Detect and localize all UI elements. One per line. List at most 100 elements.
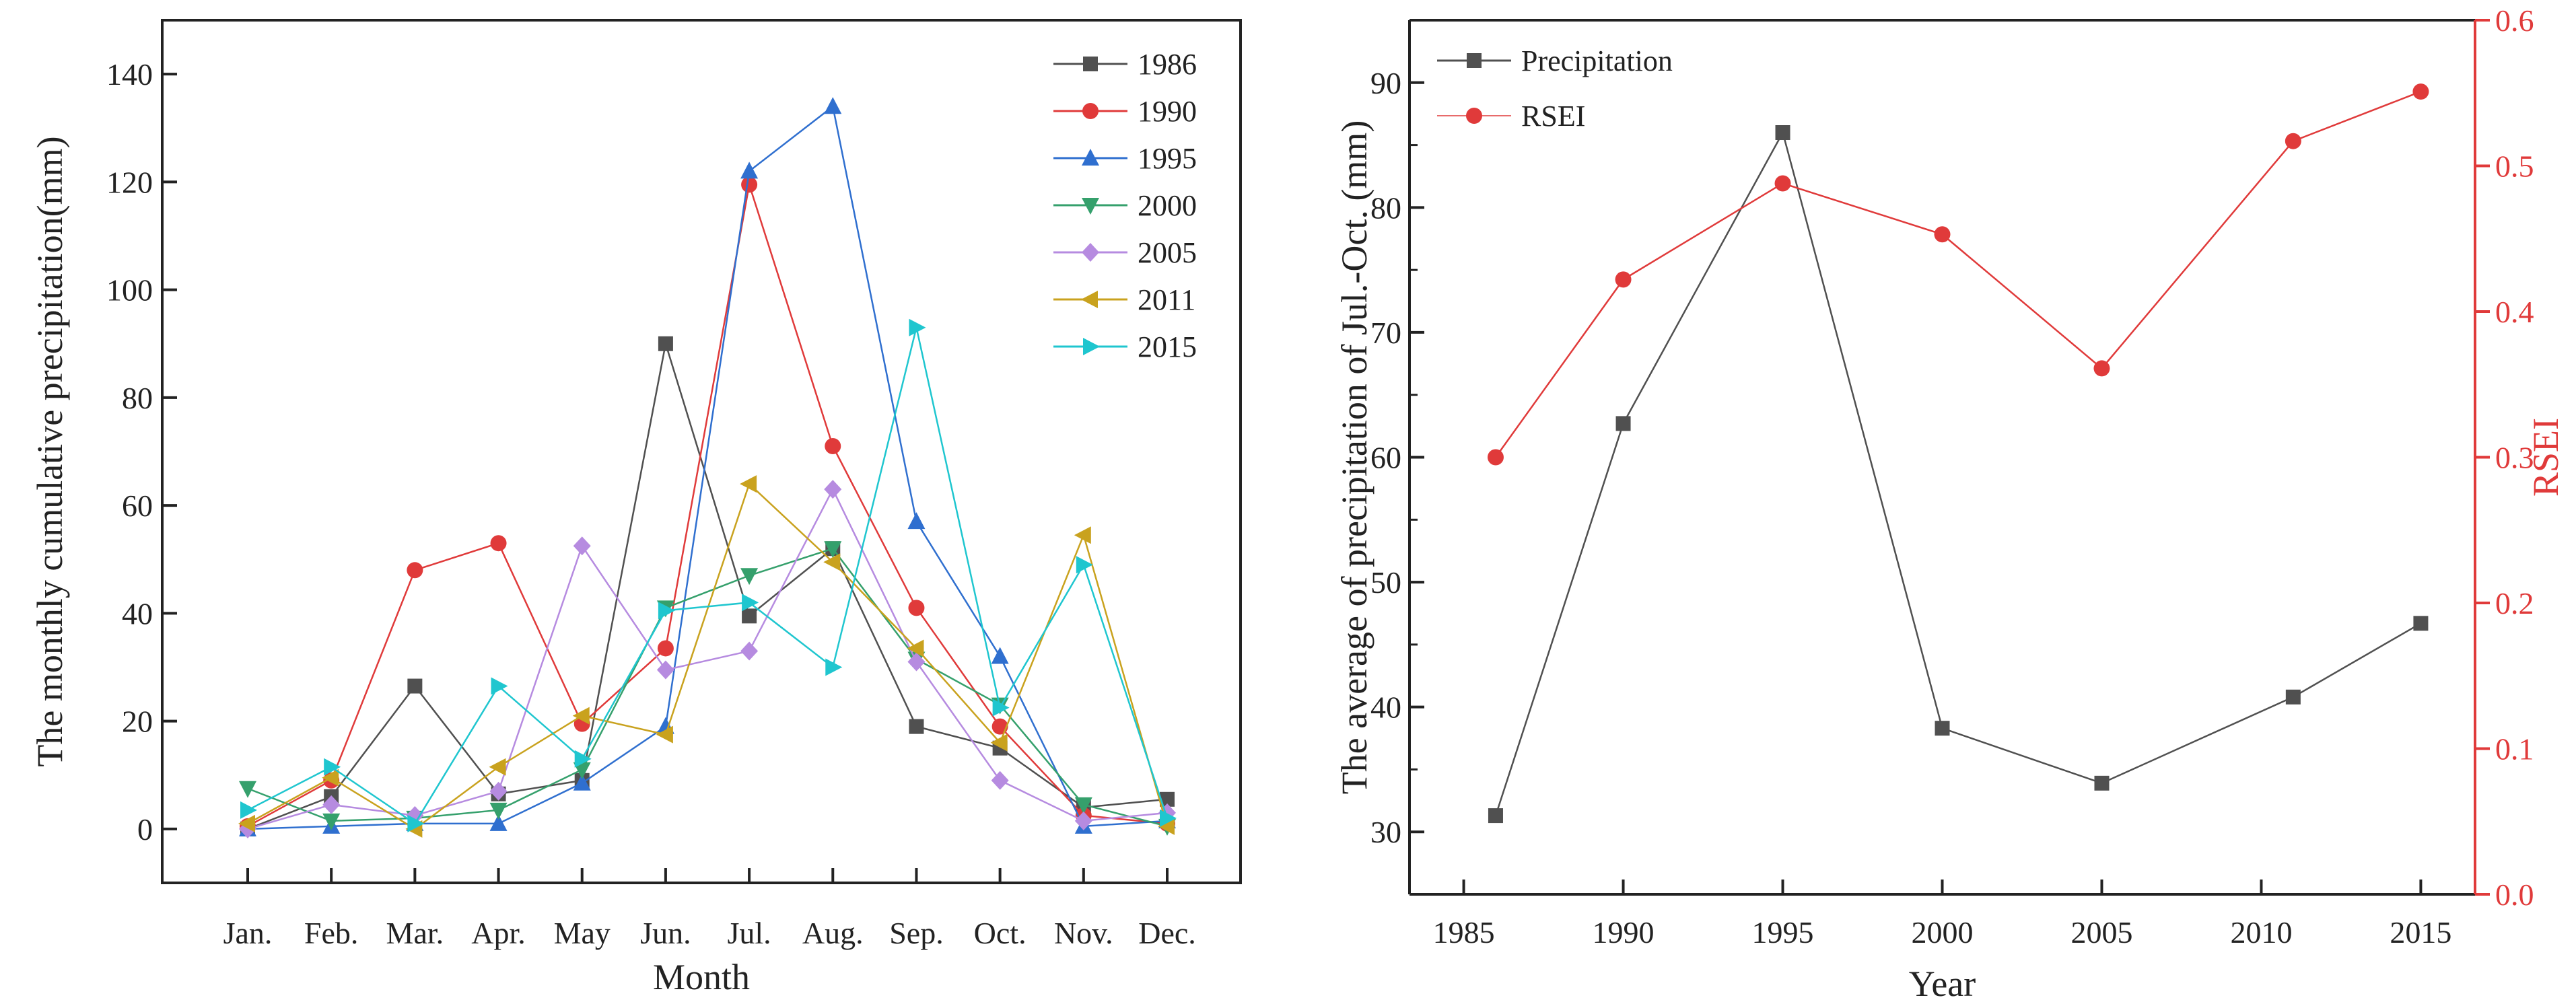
legend-marker-2005 xyxy=(1082,243,1099,262)
data-point-2005 xyxy=(573,536,591,556)
legend-label: RSEI xyxy=(1521,100,1585,133)
y2-tick-label: 0.2 xyxy=(2495,586,2534,620)
data-point-2015 xyxy=(491,677,508,695)
x-axis-label: Year xyxy=(1909,964,1976,1004)
y-tick-label: 90 xyxy=(1370,66,1401,100)
data-point-2000 xyxy=(322,813,341,830)
data-point-1986 xyxy=(742,608,757,624)
series-line-2015 xyxy=(247,327,1169,825)
x-tick-label: Feb. xyxy=(304,916,359,950)
series-line-2011 xyxy=(247,482,1169,830)
data-point-1995 xyxy=(824,97,842,114)
data-point-2015 xyxy=(742,594,759,612)
plot-frame xyxy=(161,19,1242,884)
legend-marker-RSEI xyxy=(1466,108,1482,124)
data-point-Precipitation xyxy=(2413,616,2429,631)
series-2015 xyxy=(240,318,1177,832)
data-point-2011 xyxy=(823,553,841,571)
series-2000 xyxy=(239,541,1176,836)
x-tick-label: Jun. xyxy=(640,916,691,950)
y2-tick-label: 0.3 xyxy=(2495,441,2534,475)
y2-axis-label: RSEI xyxy=(2526,418,2566,497)
data-point-2011 xyxy=(740,475,757,493)
data-point-2011 xyxy=(238,814,255,832)
data-point-RSEI xyxy=(1774,175,1791,192)
legend-label: 1990 xyxy=(1138,95,1197,128)
series-line-1986 xyxy=(247,343,1168,830)
data-point-1995 xyxy=(489,814,508,831)
data-point-Precipitation xyxy=(1775,125,1790,141)
legend-label: 1995 xyxy=(1138,142,1197,175)
y-tick-label: 50 xyxy=(1370,565,1401,600)
y2-tick-label: 0.4 xyxy=(2495,295,2534,329)
data-point-1986 xyxy=(658,336,673,351)
series-line-Precipitation xyxy=(1494,130,2422,816)
monthly-precipitation-chart: 0 20 40 60 80 100 120 140 Jan. Feb. Mar. Apr. May Jun… xyxy=(30,19,1242,997)
y-tick-label: 30 xyxy=(1370,815,1401,849)
x-tick-label: 2000 xyxy=(1912,915,1974,949)
x-tick-label: Oct. xyxy=(974,916,1026,950)
series-1995 xyxy=(239,97,1176,836)
series-line-1995 xyxy=(247,104,1168,830)
y2-tick-label: 0.6 xyxy=(2495,3,2534,38)
data-point-2000 xyxy=(740,568,759,585)
data-point-RSEI xyxy=(2285,133,2301,149)
data-point-2011 xyxy=(1158,817,1175,835)
data-point-2015 xyxy=(1160,809,1177,827)
legend-label: 2011 xyxy=(1138,283,1195,316)
data-point-2011 xyxy=(656,725,673,744)
data-point-2005 xyxy=(824,480,842,499)
series-1990 xyxy=(240,176,1175,834)
series-Precipitation xyxy=(1488,125,2429,824)
data-point-RSEI xyxy=(1487,449,1504,466)
series-line-1990 xyxy=(247,184,1168,827)
data-point-Precipitation xyxy=(1935,721,1950,736)
x-tick-label: 1990 xyxy=(1593,915,1655,949)
x-axis-label: Month xyxy=(653,957,750,997)
x-tick-label: Sep. xyxy=(889,916,944,950)
data-point-1995 xyxy=(991,647,1009,664)
legend-marker-2015 xyxy=(1083,338,1100,355)
y-tick-label: 40 xyxy=(1370,690,1401,725)
x-tick-label: Nov. xyxy=(1054,916,1113,950)
data-point-2000 xyxy=(824,541,842,559)
x-tick-label: Dec. xyxy=(1138,916,1196,950)
legend-label: 2015 xyxy=(1138,330,1197,363)
data-point-1995 xyxy=(740,162,759,179)
x-tick-label: May xyxy=(554,916,611,950)
data-point-Precipitation xyxy=(1615,416,1631,431)
legend-label: 2005 xyxy=(1138,236,1197,269)
data-point-2015 xyxy=(407,814,425,832)
data-point-2005 xyxy=(1074,811,1092,830)
precipitation-rsei-chart: 30 40 50 60 70 80 90 0.0 0.1 0.2 0.3 0.4 0.5 0.6 1985 1… xyxy=(1334,3,2566,1004)
data-point-Precipitation xyxy=(1488,808,1503,824)
data-point-2000 xyxy=(239,781,256,798)
y-tick-label: 20 xyxy=(122,705,153,739)
data-point-1990 xyxy=(908,600,925,616)
legend-marker-1995 xyxy=(1082,149,1099,166)
data-point-1986 xyxy=(909,719,924,734)
data-point-2011 xyxy=(907,639,924,657)
data-point-1990 xyxy=(741,176,758,193)
y-tick-label: 0 xyxy=(137,812,153,847)
y2-tick-label: 0.5 xyxy=(2495,149,2534,184)
data-point-2015 xyxy=(992,698,1010,717)
x-tick-label: Aug. xyxy=(802,916,864,950)
y-tick-label: 120 xyxy=(106,165,153,199)
data-point-2011 xyxy=(1074,526,1091,544)
y-axis-label: The average of precipitation of Jul.-Oct… xyxy=(1334,120,1374,795)
data-point-RSEI xyxy=(2093,360,2110,377)
data-point-2005 xyxy=(656,660,674,680)
series-1986 xyxy=(240,336,1175,836)
y2-tick-label: 0.0 xyxy=(2495,877,2534,912)
y-tick-label: 60 xyxy=(122,489,153,523)
data-point-2015 xyxy=(324,758,341,776)
data-point-2015 xyxy=(909,318,926,336)
data-point-Precipitation xyxy=(2094,775,2110,791)
data-point-2011 xyxy=(990,733,1008,752)
data-point-2015 xyxy=(1076,556,1093,574)
data-point-2000 xyxy=(1074,797,1092,814)
data-point-2000 xyxy=(489,802,508,820)
data-point-RSEI xyxy=(2412,83,2429,100)
